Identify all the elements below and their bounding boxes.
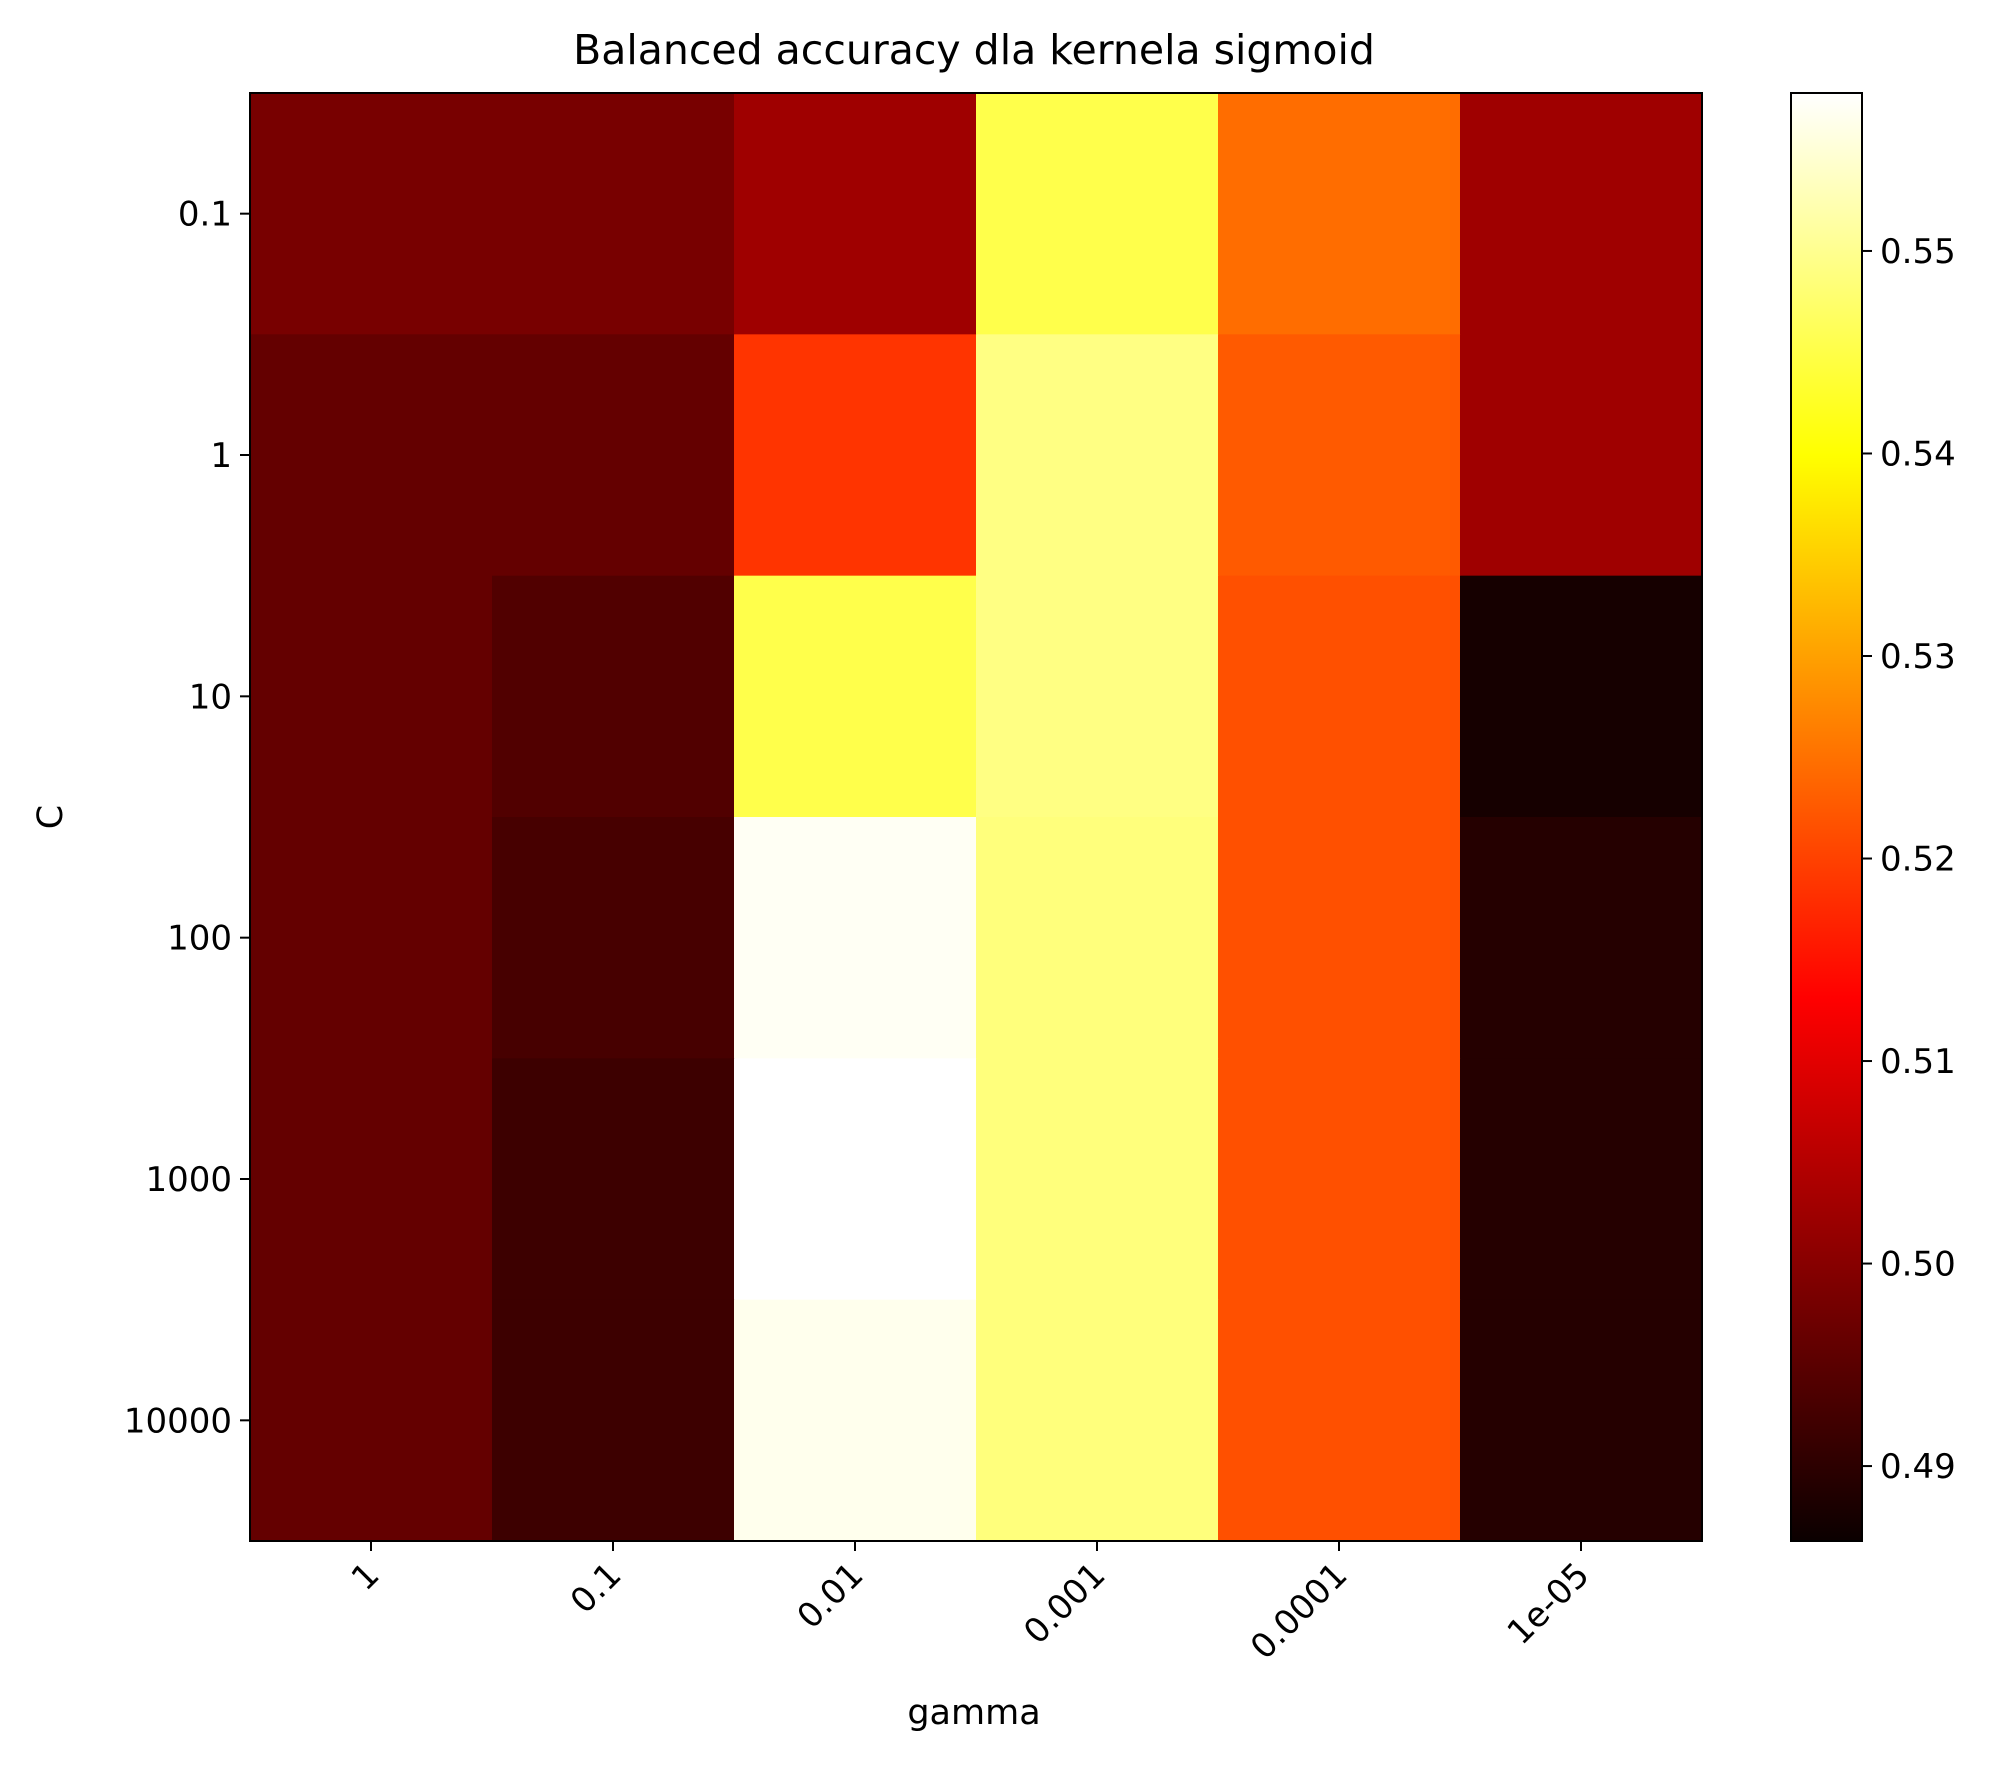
y-tick-label: 1000 (145, 1160, 232, 1200)
y-tick-label: 10 (189, 677, 232, 717)
x-axis-ticks: 1 0.1 0.01 0.001 0.0001 1e-05 (344, 1541, 1598, 1667)
heatmap-cell (976, 575, 1219, 818)
heatmap-cell (976, 334, 1219, 577)
heatmap-cell (492, 1058, 735, 1301)
heatmap-cell (492, 575, 735, 818)
colorbar-tick-label: 0.54 (1880, 434, 1956, 474)
heatmap-cell (1460, 575, 1703, 818)
y-axis-label: C (31, 805, 71, 829)
colorbar-tick-label: 0.51 (1880, 1042, 1956, 1082)
x-tick-label: 1 (344, 1555, 388, 1599)
heatmap-cell (250, 93, 493, 335)
x-axis-label: gamma (907, 1693, 1040, 1733)
heatmap-cell (1460, 1299, 1703, 1542)
x-tick-label: 0.1 (563, 1555, 630, 1622)
heatmap-cell (1218, 1058, 1461, 1301)
y-tick-label: 100 (167, 919, 232, 959)
heatmap-cell (976, 1299, 1219, 1542)
heatmap-cell (1218, 575, 1461, 818)
heatmap-cell (492, 93, 735, 335)
heatmap-cell (250, 1299, 493, 1542)
heatmap-cell (1218, 93, 1461, 335)
heatmap-cell (492, 1299, 735, 1542)
heatmap-cell (1218, 1299, 1461, 1542)
colorbar-ticks: 0.49 0.50 0.51 0.52 0.53 0.54 0.55 (1862, 232, 1956, 1487)
colorbar (1790, 92, 1863, 1542)
colorbar-tick-label: 0.49 (1880, 1447, 1956, 1487)
heatmap-cell (1218, 334, 1461, 577)
heatmap-cell (734, 817, 977, 1059)
heatmap-cell (976, 93, 1219, 335)
heatmap-cell (1460, 93, 1703, 335)
heatmap-cell (492, 817, 735, 1059)
heatmap-cell (1218, 817, 1461, 1059)
x-tick-label: 0.0001 (1243, 1555, 1355, 1667)
heatmap-cell (976, 1058, 1219, 1301)
y-tick-label: 1 (210, 436, 232, 476)
heatmap-cell (734, 93, 977, 335)
x-tick-label: 0.001 (1016, 1555, 1113, 1652)
x-tick-label: 0.01 (790, 1555, 872, 1637)
heatmap-cell (734, 1058, 977, 1301)
heatmap-cell (250, 334, 493, 577)
y-tick-label: 10000 (124, 1401, 232, 1441)
heatmap-cell (1460, 1058, 1703, 1301)
heatmap-cell (734, 1299, 977, 1542)
plot-frame (249, 92, 1703, 1542)
colorbar-tick-label: 0.52 (1880, 840, 1956, 880)
colorbar-tick-label: 0.55 (1880, 232, 1956, 272)
colorbar-tick-label: 0.53 (1880, 637, 1956, 677)
heatmap-cells (250, 93, 1703, 1542)
chart-title: Balanced accuracy dla kernela sigmoid (573, 26, 1375, 74)
heatmap-cell (1460, 817, 1703, 1059)
colorbar-tick-label: 0.50 (1880, 1245, 1956, 1285)
heatmap-cell (734, 334, 977, 577)
heatmap-cell (250, 575, 493, 818)
y-tick-label: 0.1 (178, 195, 232, 235)
heatmap-cell (976, 817, 1219, 1059)
heatmap-cell (734, 575, 977, 818)
x-tick-label: 1e-05 (1500, 1555, 1598, 1653)
heatmap-cell (492, 334, 735, 577)
heatmap-cell (250, 817, 493, 1059)
y-axis-ticks: 0.1 1 10 100 1000 10000 (124, 195, 250, 1441)
heatmap-cell (1460, 334, 1703, 577)
heatmap-cell (250, 1058, 493, 1301)
